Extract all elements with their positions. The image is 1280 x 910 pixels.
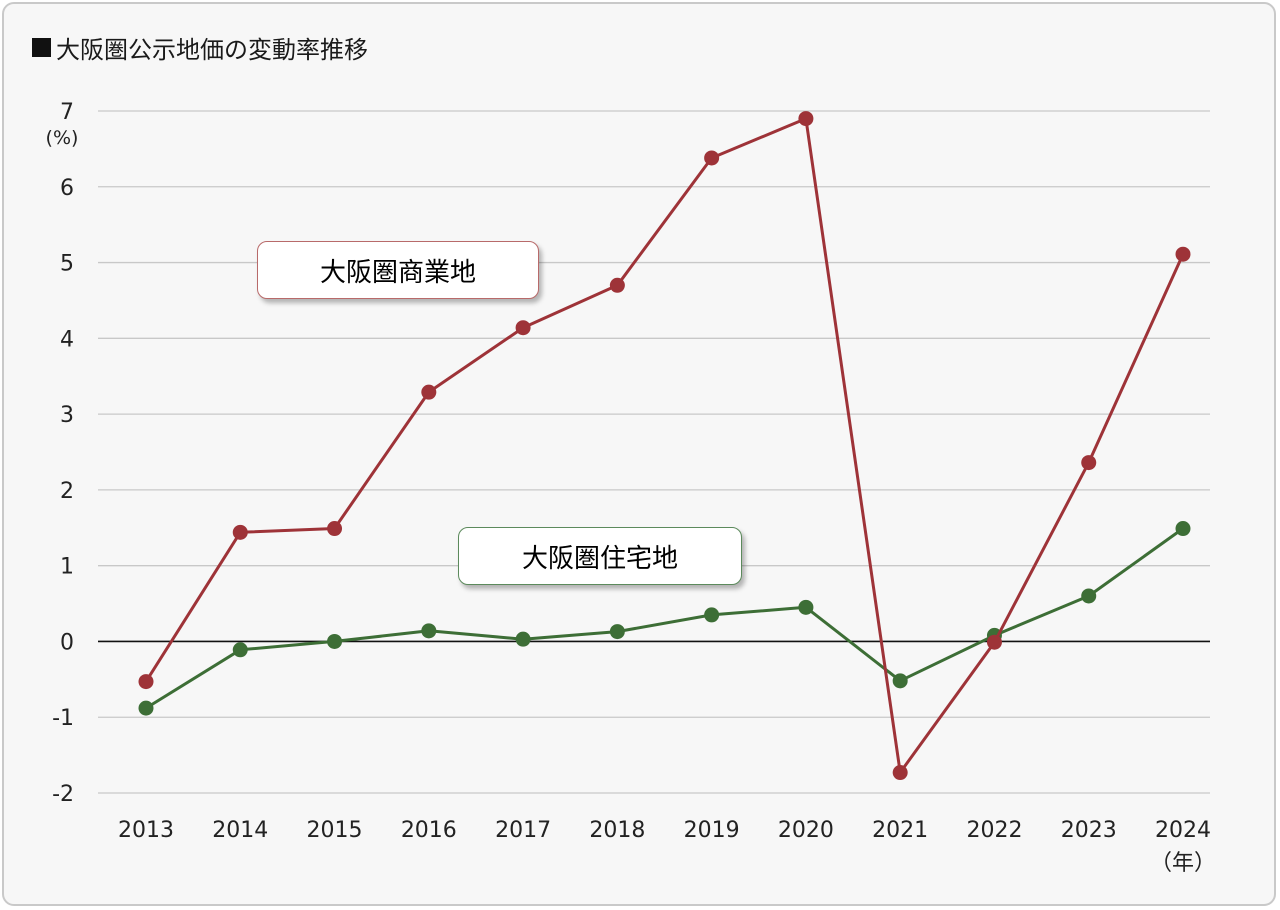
x-tick-label: 2019 bbox=[684, 818, 740, 843]
series-label-residential-text: 大阪圏住宅地 bbox=[521, 543, 678, 574]
x-tick-label: 2017 bbox=[495, 818, 551, 843]
x-tick-label: 2024 bbox=[1155, 818, 1211, 843]
y-tick-label: -1 bbox=[52, 706, 74, 731]
chart-title-row: 大阪圏公示地価の変動率推移 bbox=[32, 30, 368, 65]
data-point-commercial bbox=[232, 524, 248, 540]
y-tick-label: 4 bbox=[60, 327, 74, 352]
data-point-commercial bbox=[327, 521, 343, 537]
series-line-residential bbox=[145, 527, 1184, 710]
data-point-commercial bbox=[609, 277, 625, 293]
data-point-residential bbox=[421, 623, 437, 639]
x-tick-label: 2020 bbox=[778, 818, 834, 843]
y-tick-label: 5 bbox=[60, 252, 74, 277]
x-tick-label: 2018 bbox=[589, 818, 645, 843]
data-point-commercial bbox=[421, 384, 437, 400]
x-tick-label: 2013 bbox=[118, 818, 174, 843]
x-axis-unit: （年） bbox=[1150, 851, 1216, 876]
y-axis-unit: (%) bbox=[46, 127, 79, 149]
x-tick-label: 2022 bbox=[966, 818, 1022, 843]
data-point-commercial bbox=[1175, 246, 1191, 262]
data-point-commercial bbox=[515, 320, 531, 336]
series-label-commercial: 大阪圏商業地 bbox=[257, 241, 539, 299]
y-tick-label: 6 bbox=[60, 176, 74, 201]
data-point-residential bbox=[138, 700, 154, 716]
x-tick-label: 2015 bbox=[307, 818, 363, 843]
series-line-commercial bbox=[144, 117, 1185, 774]
data-point-residential bbox=[1081, 588, 1097, 604]
x-tick-label: 2014 bbox=[212, 818, 268, 843]
title-square-icon bbox=[32, 38, 51, 57]
data-point-residential bbox=[1175, 521, 1191, 537]
series-label-residential: 大阪圏住宅地 bbox=[458, 527, 742, 585]
y-tick-label: 1 bbox=[60, 555, 74, 580]
data-point-residential bbox=[798, 599, 814, 615]
series-label-commercial-text: 大阪圏商業地 bbox=[319, 257, 476, 288]
y-tick-label: 2 bbox=[60, 479, 74, 504]
data-point-residential bbox=[892, 673, 908, 689]
data-point-residential bbox=[232, 642, 248, 658]
x-tick-label: 2016 bbox=[401, 818, 457, 843]
x-tick-label: 2021 bbox=[872, 818, 928, 843]
y-tick-label: 7 bbox=[60, 100, 74, 125]
chart-title: 大阪圏公示地価の変動率推移 bbox=[56, 36, 368, 64]
data-point-commercial bbox=[986, 634, 1002, 650]
data-point-residential bbox=[704, 607, 720, 623]
data-point-commercial bbox=[704, 150, 720, 166]
data-point-residential bbox=[327, 633, 343, 649]
data-point-commercial bbox=[892, 765, 908, 781]
y-tick-label: 3 bbox=[60, 403, 74, 428]
x-tick-label: 2023 bbox=[1061, 818, 1117, 843]
data-point-commercial bbox=[798, 111, 814, 127]
data-point-commercial bbox=[138, 674, 154, 690]
y-tick-label: 0 bbox=[60, 630, 74, 655]
data-point-residential bbox=[515, 631, 531, 647]
data-point-commercial bbox=[1081, 455, 1097, 471]
data-point-residential bbox=[609, 624, 625, 640]
y-tick-label: -2 bbox=[52, 782, 74, 807]
